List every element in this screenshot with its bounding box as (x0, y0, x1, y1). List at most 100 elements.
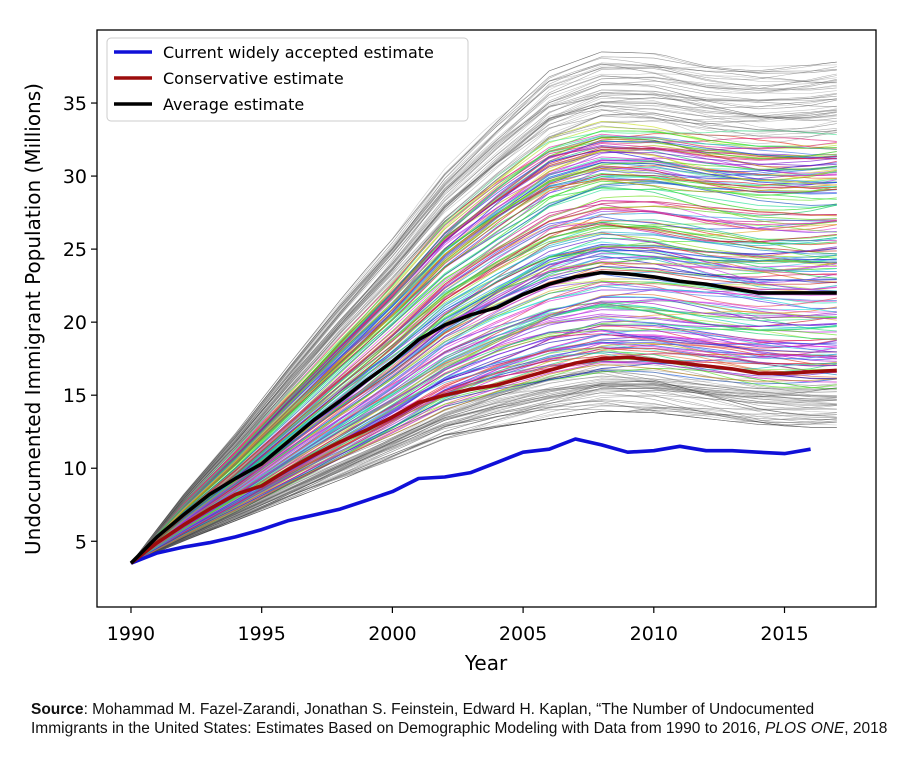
simulation-line (130, 410, 837, 564)
simulation-line (130, 383, 837, 564)
simulation-line (130, 101, 837, 564)
x-axis-label: Year (464, 651, 508, 675)
simulation-line (130, 109, 837, 564)
simulation-line (130, 370, 837, 564)
x-tick-label: 2010 (630, 623, 678, 645)
x-tick-label: 1990 (107, 623, 155, 645)
simulation-line (130, 67, 837, 564)
simulation-line (130, 364, 837, 564)
simulation-line (130, 281, 837, 564)
simulation-line (130, 89, 837, 564)
simulation-line (130, 64, 837, 564)
simulation-line (130, 379, 837, 564)
simulation-line (130, 62, 837, 564)
simulation-line (130, 146, 837, 564)
simulation-line (130, 386, 837, 564)
simulation-line (130, 137, 837, 564)
simulation-line (130, 399, 837, 564)
legend-label-1: Conservative estimate (163, 69, 344, 88)
simulation-line (130, 401, 837, 564)
simulation-line (130, 104, 837, 564)
simulation-line (130, 158, 837, 564)
simulation-line (130, 372, 837, 564)
current-estimate-line (130, 437, 811, 565)
y-tick-label: 15 (63, 385, 87, 407)
simulation-line (130, 90, 837, 564)
simulation-line (130, 102, 837, 564)
simulation-line (130, 104, 837, 564)
simulation-line (130, 289, 837, 564)
legend: Current widely accepted estimate Conserv… (106, 37, 469, 122)
simulation-line (130, 113, 837, 564)
simulation-line (130, 362, 837, 564)
simulation-line (130, 394, 837, 564)
simulation-line (130, 66, 837, 564)
simulation-line (130, 80, 837, 564)
axes: 1990 1995 2000 2005 2010 2015 5 10 15 20 25 30 35 (63, 93, 809, 645)
y-tick-label: 30 (63, 166, 87, 188)
simulation-line (130, 181, 837, 564)
simulation-line (130, 93, 837, 564)
simulation-line (130, 409, 837, 564)
simulation-line (130, 115, 837, 564)
simulation-line (130, 395, 837, 564)
simulation-line (130, 130, 837, 564)
legend-box (106, 37, 469, 122)
simulation-line (130, 63, 837, 564)
simulation-line (130, 408, 837, 564)
simulation-line (130, 379, 837, 564)
average-estimate-line (129, 270, 837, 565)
simulation-line (130, 389, 837, 564)
x-tick-label: 2015 (760, 623, 808, 645)
x-tick-label: 2005 (499, 623, 547, 645)
simulation-line (130, 250, 837, 564)
simulation-line (130, 315, 837, 564)
simulation-line (130, 384, 837, 564)
simulation-line (130, 208, 837, 564)
simulation-line (130, 384, 837, 564)
simulation-line (130, 75, 837, 564)
simulation-line (130, 269, 837, 564)
simulation-line (130, 97, 837, 564)
simulation-line (130, 285, 837, 564)
simulation-line (130, 142, 837, 564)
simulation-line (130, 378, 837, 564)
y-tick-label: 25 (63, 239, 87, 261)
chart: 1990 1995 2000 2005 2010 2015 5 10 15 20 25 30 35 Ye… (21, 29, 877, 675)
source-label: Source (31, 701, 84, 718)
simulation-line (130, 355, 837, 564)
simulation-line (130, 91, 837, 564)
source-year: , 2018 (844, 720, 888, 737)
simulation-line (130, 65, 837, 564)
simulation-line (130, 380, 837, 564)
simulation-line (130, 51, 837, 564)
simulation-line (130, 370, 837, 564)
simulation-line (130, 94, 837, 564)
simulation-line (130, 385, 837, 564)
y-tick-label: 35 (63, 93, 87, 115)
simulation-line (130, 390, 837, 564)
simulation-line (130, 149, 837, 564)
simulation-line (130, 333, 837, 564)
simulation-line (130, 359, 837, 564)
simulation-line (130, 82, 837, 564)
source-journal: PLOS ONE (765, 720, 845, 737)
legend-label-0: Current widely accepted estimate (163, 43, 434, 62)
simulation-line (130, 77, 837, 564)
simulation-line (130, 329, 837, 564)
simulation-line (130, 76, 837, 564)
simulation-line (130, 180, 837, 564)
simulation-line (130, 84, 837, 564)
simulation-line (130, 151, 837, 564)
simulation-line (130, 299, 837, 564)
simulation-line (130, 384, 837, 564)
simulation-line (130, 89, 837, 564)
simulation-line (130, 400, 837, 564)
simulation-line (130, 404, 837, 564)
plot-frame (96, 29, 877, 608)
simulation-line (130, 98, 837, 564)
simulation-line (130, 97, 837, 564)
simulation-line (130, 410, 837, 564)
simulation-line (130, 113, 837, 564)
simulation-line (130, 400, 837, 564)
